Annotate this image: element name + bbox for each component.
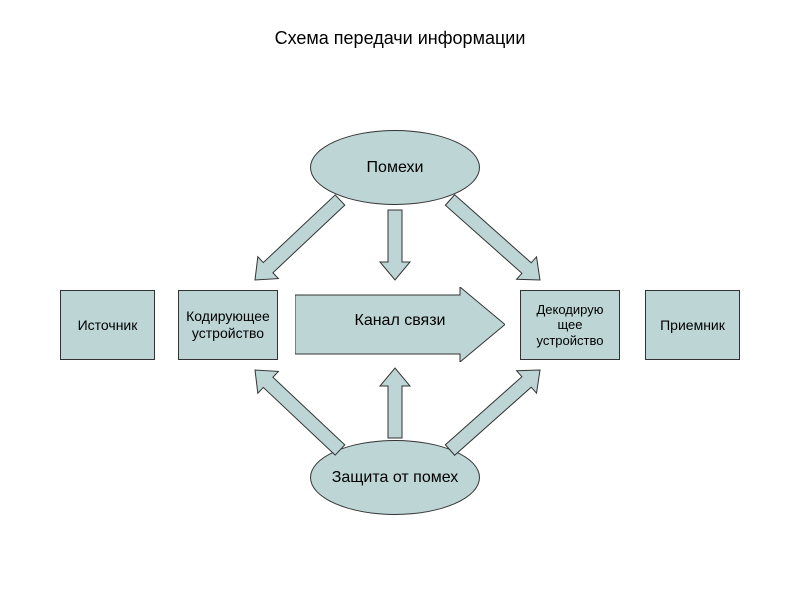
node-receiver: Приемник xyxy=(645,290,740,360)
node-decoder: Декодирую щее устройство xyxy=(520,290,620,360)
node-channel: Канал связи xyxy=(295,287,505,362)
node-encoder: Кодирующее устройство xyxy=(178,290,278,360)
node-noise: Помехи xyxy=(310,130,480,205)
channel-label: Канал связи xyxy=(355,312,446,330)
node-protect: Защита от помех xyxy=(310,440,480,515)
diagram-title: Схема передачи информации xyxy=(0,28,800,49)
node-source: Источник xyxy=(60,290,155,360)
